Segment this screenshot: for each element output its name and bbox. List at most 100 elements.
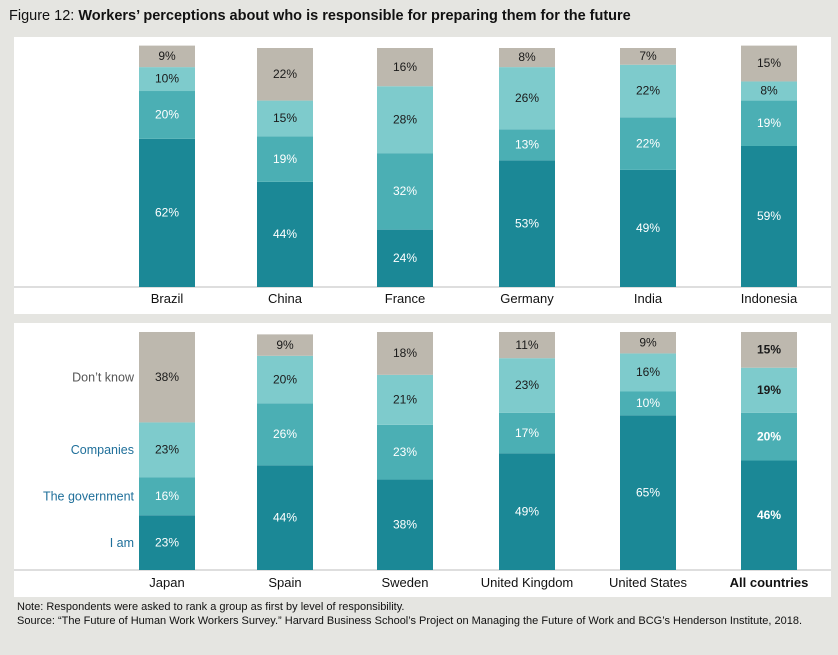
bar-spain-companies [257,355,313,404]
category-label-china: China [268,291,303,306]
data-label-india-dont-know: 7% [639,49,657,63]
bar-united-kingdom-the-government [499,412,555,454]
data-label-china-dont-know: 22% [273,67,297,81]
bar-united-kingdom-companies [499,358,555,413]
data-label-spain-the-government: 26% [273,427,297,441]
data-label-japan-companies: 23% [155,442,179,456]
data-label-japan-dont-know: 38% [155,370,179,384]
data-label-france-i-am: 24% [393,251,417,265]
bar-united-kingdom-dont-know [499,332,555,359]
bar-germany-companies [499,67,555,130]
category-label-all-countries: All countries [730,575,809,590]
figure-label: Figure 12: [9,8,75,24]
data-label-brazil-dont-know: 9% [158,49,176,63]
bar-sweden-the-government [377,424,433,480]
category-label-india: India [634,291,663,306]
bar-spain-dont-know [257,334,313,356]
data-label-united-states-the-government: 10% [636,396,660,410]
bar-india-dont-know [620,48,676,65]
legend-companies: Companies [71,443,134,457]
note-text: Note: Respondents were asked to rank a g… [17,601,405,613]
category-label-united-kingdom: United Kingdom [481,575,574,590]
bar-sweden-i-am [377,479,433,570]
bar-japan-the-government [139,477,195,516]
bar-united-states-i-am [620,415,676,570]
data-label-united-states-dont-know: 9% [639,335,657,349]
bar-india-companies [620,64,676,118]
category-label-spain: Spain [268,575,301,590]
bar-china-i-am [257,181,313,287]
category-label-germany: Germany [500,291,554,306]
data-label-united-states-i-am: 65% [636,485,660,499]
bar-indonesia-i-am [741,145,797,287]
source-text: Source: “The Future of Human Work Worker… [17,614,803,627]
bar-all-countries-i-am [741,460,797,570]
bar-sweden-dont-know [377,332,433,375]
bar-china-dont-know [257,48,313,101]
data-label-france-dont-know: 16% [393,60,417,74]
data-label-united-kingdom-companies: 23% [515,378,539,392]
bar-brazil-companies [139,67,195,92]
bar-france-i-am [377,229,433,287]
bar-japan-i-am [139,515,195,570]
bar-brazil-dont-know [139,45,195,68]
bar-france-the-government [377,153,433,230]
bar-germany-dont-know [499,48,555,68]
data-label-france-companies: 28% [393,112,417,126]
legend-dont-know: Don’t know [72,371,135,385]
figure-title: Figure 12: Workers’ perceptions about wh… [9,8,631,24]
chart-panel-bottom: 23% 16% 23% 38% Japan 44% 26% 20% 9% Spain 38% 23% 2… [14,323,831,597]
bar-all-countries-dont-know [741,332,797,368]
data-label-germany-the-government: 13% [515,137,539,151]
data-label-indonesia-the-government: 19% [757,116,781,130]
bar-brazil-i-am [139,138,195,287]
category-label-france: France [385,291,425,306]
bar-indonesia-companies [741,81,797,101]
bar-japan-dont-know [139,332,195,423]
bar-germany-i-am [499,160,555,287]
category-label-indonesia: Indonesia [741,291,798,306]
data-label-united-kingdom-dont-know: 11% [515,338,538,352]
data-label-united-kingdom-i-am: 49% [515,504,539,518]
data-label-france-the-government: 32% [393,184,417,198]
data-label-sweden-dont-know: 18% [393,346,417,360]
bar-united-kingdom-i-am [499,453,555,570]
chart-panel-top: 62% 20% 10% 9% Brazil 44% 19% 15% 22% China 24% 32%… [14,37,831,314]
bar-indonesia-the-government [741,100,797,146]
bar-china-the-government [257,136,313,182]
data-label-all-countries-dont-know: 15% [757,343,781,357]
data-label-india-companies: 22% [636,84,660,98]
bar-france-companies [377,86,433,154]
data-label-indonesia-dont-know: 15% [757,56,781,70]
data-label-sweden-companies: 21% [393,393,417,407]
figure-note: Note: Respondents were asked to rank a g… [17,601,827,628]
data-label-sweden-the-government: 23% [393,445,417,459]
bar-japan-companies [139,422,195,478]
data-label-japan-i-am: 23% [155,535,179,549]
legend-the-government: The government [43,490,135,504]
bar-spain-the-government [257,403,313,466]
stacked-bar-chart-top: 62% 20% 10% 9% Brazil 44% 19% 15% 22% China 24% 32%… [14,45,831,306]
data-label-united-states-companies: 16% [636,365,660,379]
data-label-china-i-am: 44% [273,227,297,241]
data-label-united-kingdom-the-government: 17% [515,426,539,440]
data-label-brazil-i-am: 62% [155,206,179,220]
stacked-bar-chart-bottom: 23% 16% 23% 38% Japan 44% 26% 20% 9% Spain 38% 23% 2… [14,332,831,590]
bar-spain-i-am [257,465,313,570]
data-label-sweden-i-am: 38% [393,517,417,531]
category-label-united-states: United States [609,575,688,590]
bar-all-countries-the-government [741,412,797,461]
data-label-indonesia-i-am: 59% [757,209,781,223]
data-label-japan-the-government: 16% [155,489,179,503]
bar-all-countries-companies [741,367,797,413]
bar-germany-the-government [499,129,555,161]
data-label-india-the-government: 22% [636,136,660,150]
data-label-all-countries-i-am: 46% [757,508,781,522]
bar-india-i-am [620,169,676,287]
data-label-germany-i-am: 53% [515,216,539,230]
data-label-brazil-companies: 10% [155,72,179,86]
bar-sweden-companies [377,374,433,425]
data-label-spain-dont-know: 9% [276,338,294,352]
bar-india-the-government [620,117,676,170]
figure-title-text: Workers’ perceptions about who is respon… [78,8,631,24]
